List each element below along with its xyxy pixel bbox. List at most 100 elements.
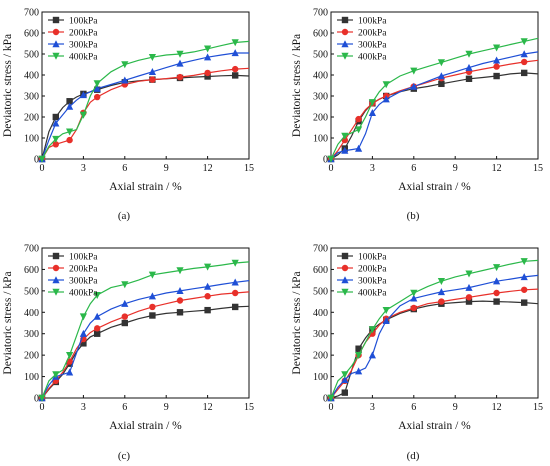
legend-marker	[52, 52, 60, 60]
legend-label: 200kPa	[358, 265, 387, 275]
data-point	[52, 113, 59, 121]
data-point	[231, 49, 239, 57]
data-point	[465, 298, 473, 305]
data-point	[355, 115, 362, 123]
data-point	[176, 73, 184, 81]
legend-marker	[341, 252, 349, 260]
legend: 100kPa 200kPa 300kPa 400kPa	[48, 253, 98, 299]
data-point	[94, 93, 101, 101]
data-point	[38, 394, 46, 402]
data-point	[520, 258, 528, 266]
series-400kPa	[327, 258, 539, 402]
legend-label: 200kPa	[358, 29, 387, 39]
data-point	[521, 58, 528, 66]
y-tick-label: 200	[313, 113, 328, 124]
x-axis-label: Axial strain / %	[109, 181, 182, 193]
data-point	[204, 73, 211, 80]
data-point	[493, 277, 501, 285]
data-point	[493, 298, 500, 305]
y-tick-label: 200	[24, 113, 39, 124]
data-point	[465, 63, 473, 71]
data-point	[520, 38, 528, 46]
data-point	[437, 59, 445, 67]
data-point	[521, 69, 528, 77]
data-point	[410, 304, 417, 312]
legend-marker	[52, 28, 60, 36]
series-400kPa	[327, 37, 539, 163]
data-point	[341, 132, 349, 140]
data-point	[204, 69, 211, 77]
data-point	[176, 297, 184, 304]
data-point	[368, 326, 376, 334]
data-point	[438, 80, 445, 88]
series-line	[41, 74, 250, 160]
x-tick-label: 12	[492, 163, 502, 174]
y-tick-label: 200	[24, 351, 39, 362]
data-point	[355, 367, 363, 375]
series-400kPa	[38, 259, 250, 402]
data-point	[465, 50, 473, 58]
data-point	[80, 340, 87, 347]
legend-marker	[341, 264, 349, 272]
data-point	[327, 394, 335, 402]
legend-marker	[52, 16, 60, 24]
data-point	[493, 289, 500, 297]
legend: 100kPa 200kPa 300kPa 400kPa	[337, 253, 387, 299]
data-point	[121, 319, 128, 327]
y-axis-label: Deviatoric stress / kPa	[2, 271, 14, 374]
x-tick-label: 15	[244, 402, 254, 413]
data-point	[66, 128, 74, 136]
data-point	[79, 329, 87, 337]
data-point	[176, 50, 184, 58]
series-line	[41, 261, 250, 399]
legend-label: 400kPa	[358, 53, 387, 63]
legend-label: 200kPa	[69, 265, 98, 275]
data-point	[437, 72, 445, 80]
legend-marker	[341, 276, 349, 284]
y-tick-label: 400	[313, 71, 328, 82]
legend-marker	[52, 276, 60, 284]
data-point	[204, 282, 212, 290]
y-tick-label: 0	[323, 155, 328, 166]
series-300kPa	[38, 49, 249, 163]
data-point	[204, 45, 212, 53]
data-point	[204, 306, 211, 314]
data-point	[93, 80, 101, 88]
data-point	[204, 263, 212, 271]
x-tick-label: 9	[164, 402, 169, 413]
series-200kPa	[38, 65, 250, 163]
data-point	[79, 111, 87, 119]
series-line	[41, 280, 250, 399]
data-point	[520, 273, 528, 281]
legend-marker	[52, 40, 60, 48]
y-tick-label: 100	[313, 134, 328, 145]
data-point	[493, 63, 500, 70]
panel-caption: (c)	[118, 450, 131, 462]
x-tick-label: 0	[40, 402, 45, 413]
panel-caption: (d)	[407, 450, 420, 462]
x-tick-label: 6	[122, 402, 127, 413]
data-point	[232, 72, 239, 79]
y-tick-label: 500	[24, 286, 39, 297]
legend-marker	[341, 288, 349, 296]
x-tick-label: 6	[411, 402, 416, 413]
data-point	[231, 259, 239, 267]
data-point	[232, 303, 239, 311]
data-point	[79, 313, 87, 321]
data-point	[465, 283, 473, 291]
chart-panel-3: 0 100 200 300 400 500 600 700 0 3 6 9 12 15 Axial stra…	[291, 244, 543, 463]
chart-panel-0: 0 100 200 300 400 500 600 700 0 3 6 9 12 15 Axial stra…	[2, 8, 254, 223]
legend-marker	[341, 52, 349, 60]
data-point	[410, 289, 418, 297]
data-point	[521, 286, 528, 293]
x-tick-label: 6	[411, 163, 416, 174]
y-tick-label: 0	[34, 394, 39, 405]
series-400kPa	[38, 39, 250, 163]
data-point	[93, 312, 101, 320]
data-point	[368, 351, 376, 359]
series-line	[41, 52, 249, 160]
data-point	[204, 293, 211, 300]
y-tick-label: 700	[313, 8, 328, 19]
plot-frame	[330, 11, 539, 160]
